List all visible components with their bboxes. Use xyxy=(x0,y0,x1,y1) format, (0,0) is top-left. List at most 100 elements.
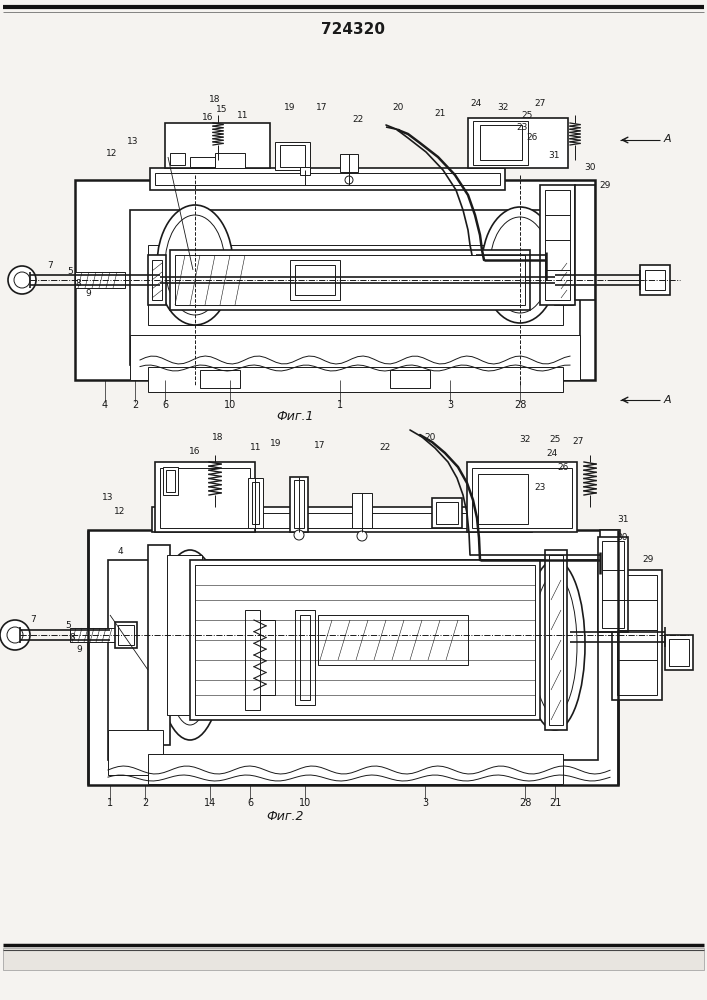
Bar xyxy=(118,625,134,645)
Bar xyxy=(200,370,240,388)
Bar xyxy=(468,118,568,168)
Text: 16: 16 xyxy=(189,448,201,456)
Bar xyxy=(472,468,572,528)
Text: 10: 10 xyxy=(224,400,236,410)
Bar xyxy=(575,185,595,300)
Bar xyxy=(70,628,115,642)
Ellipse shape xyxy=(157,205,233,325)
Ellipse shape xyxy=(294,530,304,540)
Text: 21: 21 xyxy=(434,108,445,117)
Text: 30: 30 xyxy=(617,532,628,542)
Bar xyxy=(559,260,569,300)
Text: 13: 13 xyxy=(103,493,114,502)
Bar xyxy=(545,550,567,730)
Bar xyxy=(195,565,535,715)
Bar xyxy=(295,610,315,705)
Bar xyxy=(248,478,263,528)
Text: 29: 29 xyxy=(643,556,654,564)
Bar xyxy=(602,541,624,628)
Bar xyxy=(480,125,522,160)
Text: 25: 25 xyxy=(521,111,532,120)
Text: 30: 30 xyxy=(584,162,596,172)
Text: 11: 11 xyxy=(250,442,262,452)
Text: 3: 3 xyxy=(447,400,453,410)
Bar xyxy=(175,255,525,305)
Bar xyxy=(467,462,577,532)
Bar xyxy=(612,570,662,700)
Text: 8: 8 xyxy=(69,634,75,643)
Bar xyxy=(167,555,202,715)
Text: 23: 23 xyxy=(516,122,527,131)
Text: 6: 6 xyxy=(247,798,253,808)
Bar xyxy=(190,560,540,720)
Text: 21: 21 xyxy=(549,798,561,808)
Text: 5: 5 xyxy=(65,620,71,630)
Text: 1: 1 xyxy=(337,400,343,410)
Bar xyxy=(152,260,162,300)
Bar xyxy=(75,180,595,380)
Text: 11: 11 xyxy=(238,110,249,119)
Bar xyxy=(290,260,340,300)
Ellipse shape xyxy=(155,550,225,740)
Ellipse shape xyxy=(357,531,367,541)
Ellipse shape xyxy=(482,207,558,323)
Text: 31: 31 xyxy=(617,516,629,524)
Text: 4: 4 xyxy=(117,548,123,556)
Ellipse shape xyxy=(8,266,36,294)
Ellipse shape xyxy=(165,215,225,315)
Text: 9: 9 xyxy=(85,288,91,298)
Ellipse shape xyxy=(345,176,353,184)
Bar xyxy=(163,467,178,495)
Text: 9: 9 xyxy=(76,646,82,654)
Bar xyxy=(150,168,505,190)
Bar xyxy=(598,537,628,632)
Bar xyxy=(148,367,563,392)
Bar xyxy=(352,493,372,528)
Bar xyxy=(130,335,580,380)
Bar xyxy=(432,498,462,528)
Bar xyxy=(148,754,563,784)
Text: 22: 22 xyxy=(380,444,391,452)
Ellipse shape xyxy=(490,217,550,313)
Bar xyxy=(108,730,163,775)
Bar xyxy=(88,530,618,785)
Text: 26: 26 xyxy=(526,133,538,142)
Text: Фиг.1: Фиг.1 xyxy=(276,410,314,424)
Ellipse shape xyxy=(533,575,577,715)
Text: 24: 24 xyxy=(547,450,558,458)
Bar xyxy=(166,470,175,492)
Bar xyxy=(645,270,665,290)
Text: 2: 2 xyxy=(132,400,138,410)
Ellipse shape xyxy=(525,560,585,730)
Bar xyxy=(190,157,215,167)
Text: 6: 6 xyxy=(162,400,168,410)
Text: 29: 29 xyxy=(600,182,611,190)
Text: 724320: 724320 xyxy=(321,22,385,37)
Bar xyxy=(318,615,468,665)
Text: 19: 19 xyxy=(284,104,296,112)
Bar xyxy=(294,480,304,528)
Bar xyxy=(160,468,250,528)
Text: 8: 8 xyxy=(75,278,81,288)
Text: 26: 26 xyxy=(557,462,568,472)
Text: 18: 18 xyxy=(209,96,221,104)
Text: 16: 16 xyxy=(202,113,214,122)
Text: 5: 5 xyxy=(67,266,73,275)
Bar xyxy=(250,620,275,695)
Text: 20: 20 xyxy=(424,432,436,442)
Text: 1: 1 xyxy=(107,798,113,808)
Text: 31: 31 xyxy=(548,150,560,159)
Bar xyxy=(148,245,563,325)
Text: A: A xyxy=(663,134,671,144)
Bar xyxy=(300,167,310,175)
Bar xyxy=(215,153,245,168)
Text: 17: 17 xyxy=(316,104,328,112)
Text: 4: 4 xyxy=(102,400,108,410)
Bar xyxy=(75,272,125,288)
Text: 7: 7 xyxy=(47,260,53,269)
Ellipse shape xyxy=(165,565,215,725)
Bar xyxy=(478,474,528,524)
Bar xyxy=(280,145,305,167)
Bar xyxy=(436,502,458,524)
Bar xyxy=(3,948,704,970)
